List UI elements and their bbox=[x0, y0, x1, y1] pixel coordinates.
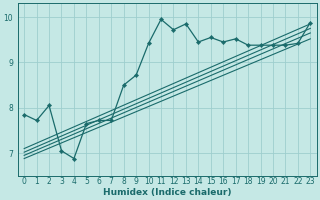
X-axis label: Humidex (Indice chaleur): Humidex (Indice chaleur) bbox=[103, 188, 231, 197]
